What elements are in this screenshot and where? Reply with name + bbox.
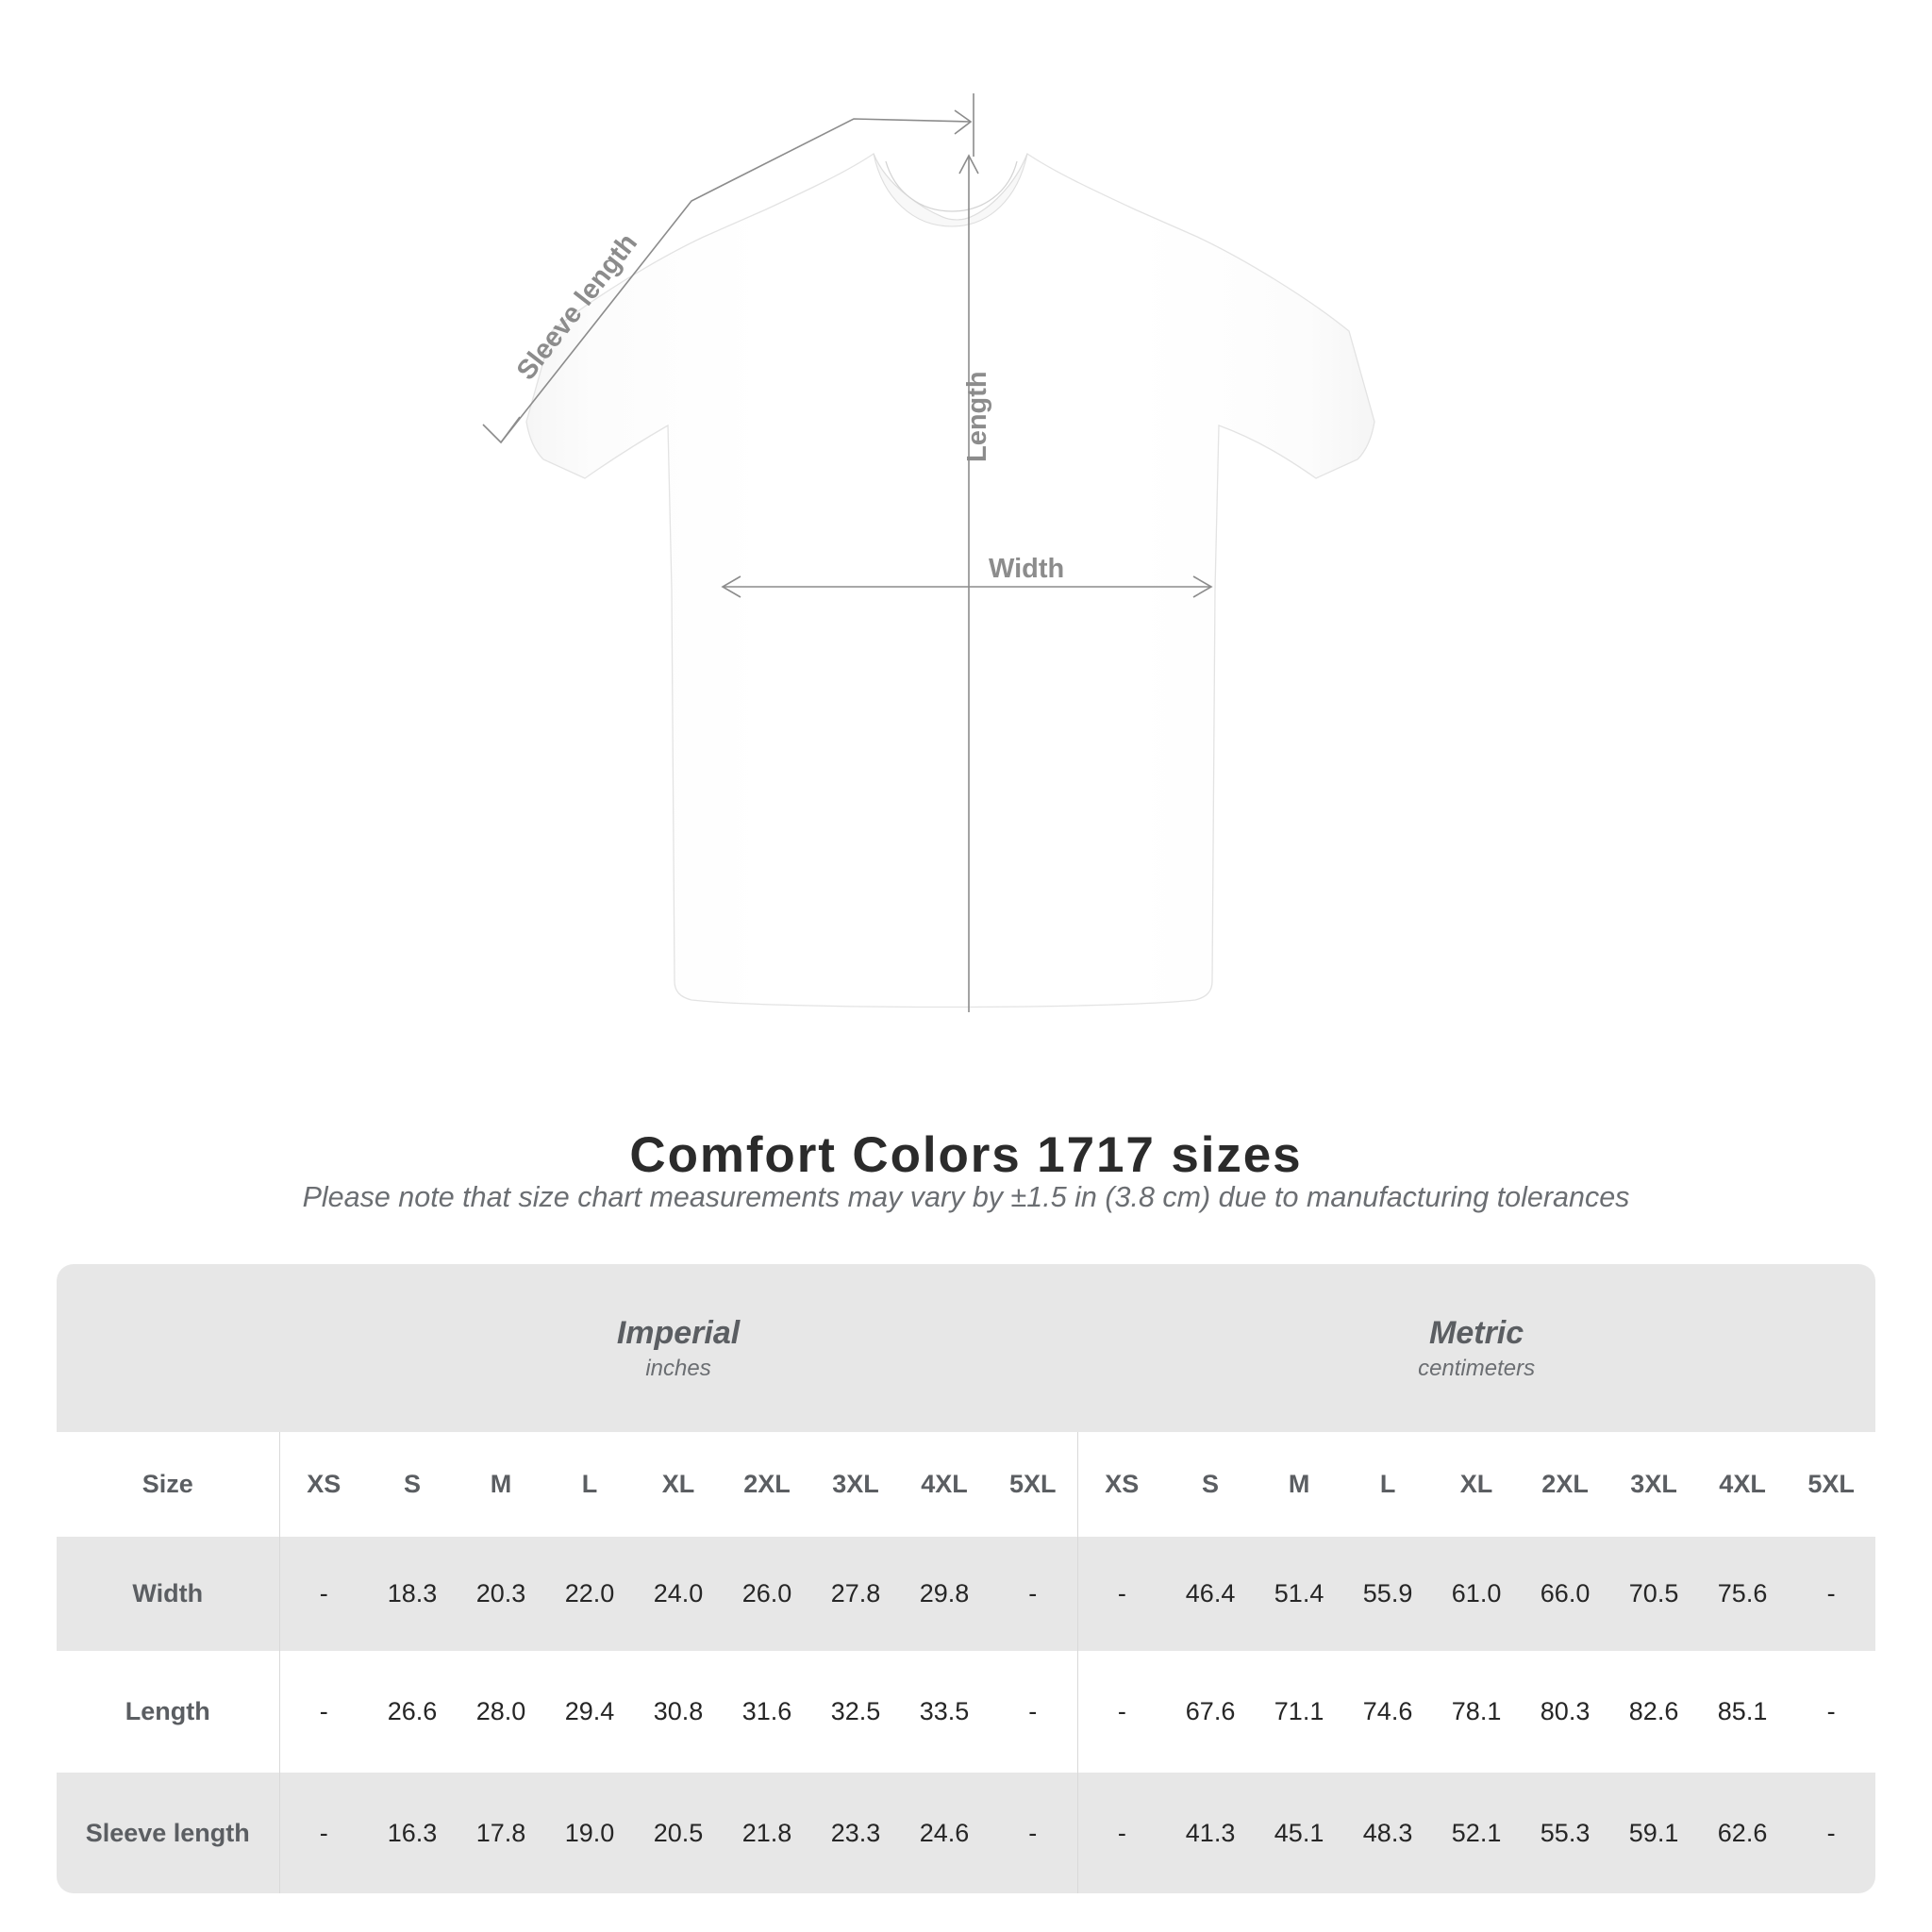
svg-text:Length: Length [962,371,992,462]
svg-text:Width: Width [989,554,1064,584]
